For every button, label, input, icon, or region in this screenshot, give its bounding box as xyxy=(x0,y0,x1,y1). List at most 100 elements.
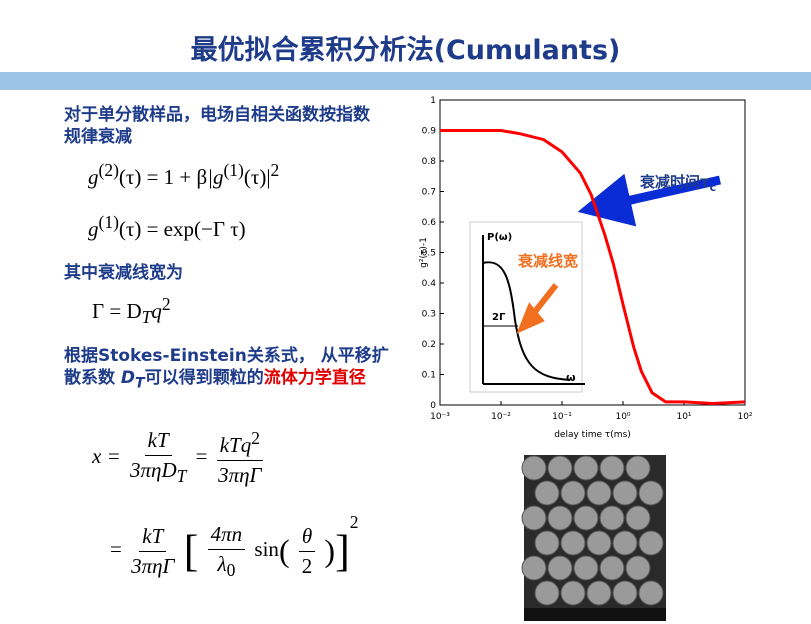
sem-particle xyxy=(612,480,638,506)
sem-particle xyxy=(599,455,625,481)
equation-4: x = kT 3πηDT = kTq2 3πηΓ xyxy=(92,428,267,488)
text-segment: x = xyxy=(92,443,121,468)
sem-particle xyxy=(586,480,612,506)
annotation-decay-time: 衰减时间τc xyxy=(639,173,716,194)
sem-particle xyxy=(625,455,651,481)
text-segment: ( xyxy=(278,532,290,569)
text-segment: 2 xyxy=(270,160,280,180)
text-segment: (2) xyxy=(98,160,119,180)
text-segment: 3πηΓ xyxy=(131,553,175,578)
text-segment: 根据Stokes-Einstein关系式， 从平移扩散系数 xyxy=(64,346,389,388)
sem-particle xyxy=(625,555,651,581)
intro-text: 对于单分散样品，电场自相关函数按指数规律衰减 xyxy=(64,105,370,147)
text-segment: 4πn xyxy=(210,521,243,546)
text-segment: T xyxy=(135,375,145,392)
inset xyxy=(469,221,585,393)
text-segment: |g xyxy=(207,165,224,189)
sem-particle xyxy=(573,505,599,531)
sem-image xyxy=(521,455,666,621)
sem-particle xyxy=(521,505,547,531)
annotation-linewidth: 衰减线宽 xyxy=(517,252,578,270)
text-segment: kT xyxy=(142,523,164,548)
sem-particle xyxy=(560,580,586,606)
y-tick-label: 0.1 xyxy=(422,371,436,381)
text-segment: D xyxy=(120,368,136,388)
sem-particle xyxy=(534,580,560,606)
text-segment: kTq xyxy=(219,433,252,457)
sem-particle xyxy=(638,580,664,606)
x-axis-label: delay time τ(ms) xyxy=(554,430,631,440)
sem-particle xyxy=(534,480,560,506)
header-band xyxy=(0,72,811,90)
text-segment: 2 xyxy=(251,428,260,448)
text-segment: (τ)| xyxy=(243,165,271,189)
equation-2: g(1)(τ) = exp(−Γ τ) xyxy=(88,212,246,242)
y-axis-label: g²(τ)-1 xyxy=(419,237,429,268)
text-segment: ) xyxy=(324,532,336,569)
y-tick-label: 0.5 xyxy=(422,249,436,259)
equation-3: Γ = DTq2 xyxy=(92,294,171,328)
y-tick-label: 0.2 xyxy=(422,340,436,350)
sem-particle xyxy=(560,480,586,506)
y-tick-label: 0.6 xyxy=(422,218,437,228)
text-segment: 流体力学直径 xyxy=(263,368,366,388)
data-line xyxy=(440,129,746,406)
x-tick-label: 10² xyxy=(737,412,752,422)
equation-1: g(2)(τ) = 1 + β|g(1)(τ)|2 xyxy=(88,160,279,190)
text-segment: Γ = D xyxy=(92,299,142,323)
text-segment: 2 xyxy=(349,512,359,532)
sem-particle xyxy=(638,530,664,556)
text-segment: (τ) = exp(−Γ τ) xyxy=(118,217,246,241)
inset-x-label: ω xyxy=(566,371,576,384)
y-tick-label: 0.7 xyxy=(422,188,436,198)
text-segment: 3πηΓ xyxy=(218,463,262,487)
text-segment: 可以得到颗粒的 xyxy=(144,368,264,388)
conclusion-text: 根据Stokes-Einstein关系式， 从平移扩散系数 DT可以得到颗粒的流… xyxy=(64,345,394,394)
gamma-intro: 其中衰减线宽为 xyxy=(64,263,183,283)
text-segment: (1) xyxy=(223,160,244,180)
sem-particle xyxy=(547,505,573,531)
slide-title: 最优拟合累积分析法(Cumulants) xyxy=(190,35,621,66)
sem-particle xyxy=(586,580,612,606)
sem-particle xyxy=(560,530,586,556)
text-segment: ] xyxy=(335,526,350,576)
text-segment: = xyxy=(195,443,208,468)
text-segment: θ xyxy=(301,523,313,548)
text-segment: 3πηD xyxy=(130,458,177,483)
sem-particle xyxy=(586,530,612,556)
sem-particle xyxy=(573,555,599,581)
annotation-subscript: c xyxy=(710,181,717,194)
sem-particle xyxy=(638,480,664,506)
inset-y-label: P(ω) xyxy=(487,232,512,243)
text-segment: (τ) = 1 + β xyxy=(118,165,208,189)
y-tick-label: 0.3 xyxy=(422,310,436,320)
text-segment: g xyxy=(88,217,99,241)
text-segment: λ xyxy=(217,551,227,576)
sem-particle xyxy=(521,555,547,581)
text-segment: sin xyxy=(254,537,279,561)
y-tick-label: 0.9 xyxy=(422,127,437,137)
x-tick-label: 10⁻² xyxy=(491,412,511,422)
sem-particle xyxy=(547,455,573,481)
arrow-linewidth xyxy=(516,283,559,334)
inset-width-label: 2Γ xyxy=(492,312,506,323)
x-tick-label: 10⁻³ xyxy=(430,412,450,422)
x-tick-label: 10¹ xyxy=(676,412,691,422)
text-segment: g xyxy=(88,165,99,189)
x-tick-label: 10⁻¹ xyxy=(552,412,572,422)
text-segment: q xyxy=(151,299,162,323)
text-segment: 2 xyxy=(301,553,313,578)
sem-particle xyxy=(521,455,547,481)
y-tick-label: 1 xyxy=(430,96,436,106)
text-segment: [ xyxy=(183,526,199,576)
sem-particle xyxy=(547,555,573,581)
sem-particle xyxy=(599,555,625,581)
sem-info-bar xyxy=(524,608,666,621)
y-tick-label: 0 xyxy=(430,401,436,411)
sem-particle xyxy=(534,530,560,556)
arrow-decay-time xyxy=(577,173,721,227)
y-tick-label: 0.4 xyxy=(422,279,437,289)
